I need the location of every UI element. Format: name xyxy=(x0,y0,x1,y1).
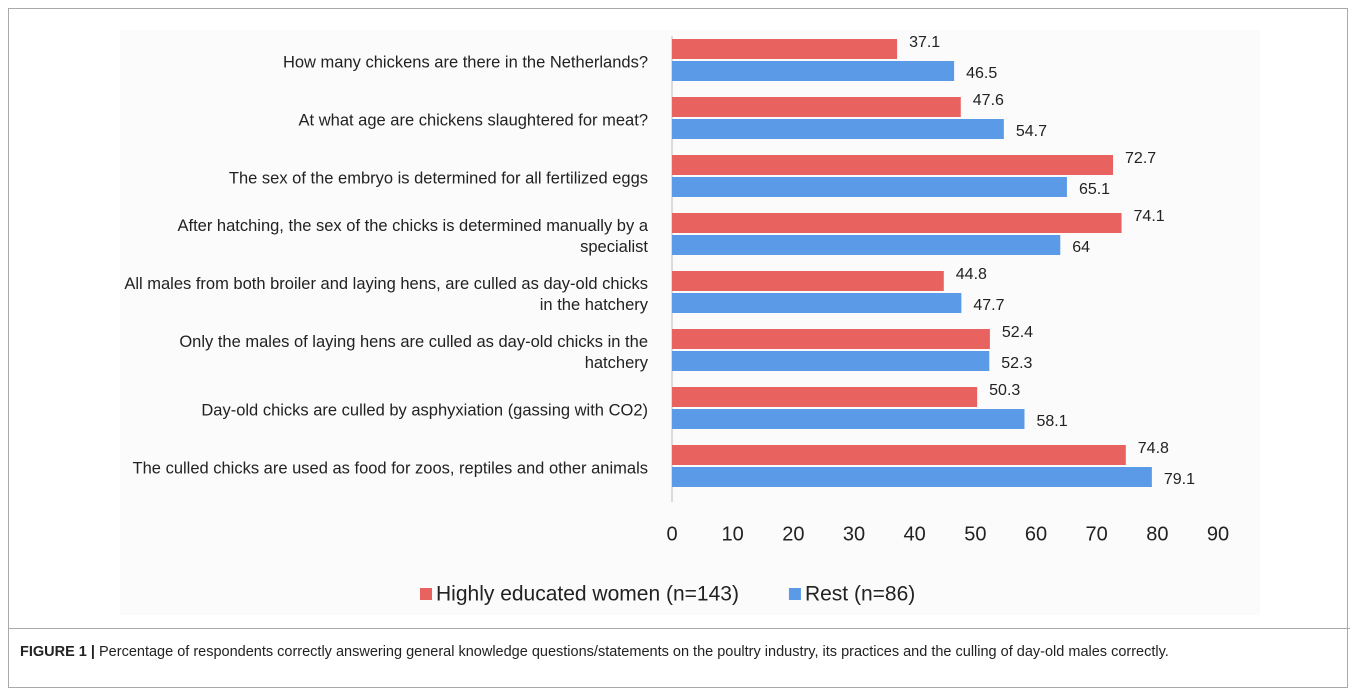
category-label: The culled chicks are used as food for z… xyxy=(132,459,648,478)
bar xyxy=(672,177,1067,197)
value-label: 50.3 xyxy=(989,382,1020,399)
value-label: 47.7 xyxy=(973,297,1004,314)
bar xyxy=(672,61,955,81)
bar xyxy=(672,235,1061,255)
x-tick-label: 30 xyxy=(843,523,865,545)
frame xyxy=(8,8,1348,688)
x-tick-label: 60 xyxy=(1025,523,1047,545)
x-tick-label: 0 xyxy=(666,523,677,545)
value-label: 47.6 xyxy=(973,92,1004,109)
category-label: After hatching, the sex of the chicks is… xyxy=(177,217,649,256)
caption-label: FIGURE 1 | xyxy=(20,644,95,660)
x-tick-label: 10 xyxy=(722,523,744,545)
x-tick-label: 50 xyxy=(964,523,986,545)
bar xyxy=(672,213,1122,233)
category-label: Only the males of laying hens are culled… xyxy=(179,333,648,372)
bar xyxy=(672,271,944,291)
legend-label: Rest (n=86) xyxy=(805,583,915,606)
legend-swatch xyxy=(420,588,432,600)
value-label: 37.1 xyxy=(909,34,940,51)
caption-text: Percentage of respondents correctly answ… xyxy=(99,644,1169,660)
x-tick-label: 20 xyxy=(782,523,804,545)
value-label: 72.7 xyxy=(1125,150,1156,167)
category-label: Day-old chicks are culled by asphyxiatio… xyxy=(201,401,648,420)
bar xyxy=(672,39,898,59)
value-label: 74.1 xyxy=(1134,208,1165,225)
bar xyxy=(672,467,1152,487)
value-label: 44.8 xyxy=(956,266,987,283)
bar xyxy=(672,97,961,117)
x-tick-label: 80 xyxy=(1146,523,1168,545)
separator xyxy=(8,628,1350,629)
value-label: 74.8 xyxy=(1138,440,1169,457)
x-tick-label: 40 xyxy=(904,523,926,545)
bar xyxy=(672,409,1025,429)
value-label: 64 xyxy=(1072,239,1090,256)
value-label: 54.7 xyxy=(1016,123,1047,140)
value-label: 79.1 xyxy=(1164,471,1195,488)
legend-label: Highly educated women (n=143) xyxy=(436,583,739,606)
bar xyxy=(672,387,978,407)
value-label: 65.1 xyxy=(1079,181,1110,198)
legend-swatch xyxy=(788,588,801,600)
bar xyxy=(672,155,1114,175)
category-label: All males from both broiler and laying h… xyxy=(124,275,648,314)
x-tick-label: 90 xyxy=(1207,523,1229,545)
bar xyxy=(672,293,962,313)
bar xyxy=(672,445,1126,465)
x-tick-label: 70 xyxy=(1086,523,1108,545)
bar xyxy=(672,329,990,349)
category-label: At what age are chickens slaughtered for… xyxy=(298,111,648,130)
value-label: 46.5 xyxy=(966,65,997,82)
caption: FIGURE 1 | Percentage of respondents cor… xyxy=(20,642,1340,663)
category-label: The sex of the embryo is determined for … xyxy=(228,169,648,188)
value-label: 58.1 xyxy=(1036,413,1067,430)
bar xyxy=(672,351,990,371)
value-label: 52.3 xyxy=(1001,355,1032,372)
category-label: How many chickens are there in the Nethe… xyxy=(282,53,648,72)
bar xyxy=(672,119,1004,139)
value-label: 52.4 xyxy=(1002,324,1033,341)
